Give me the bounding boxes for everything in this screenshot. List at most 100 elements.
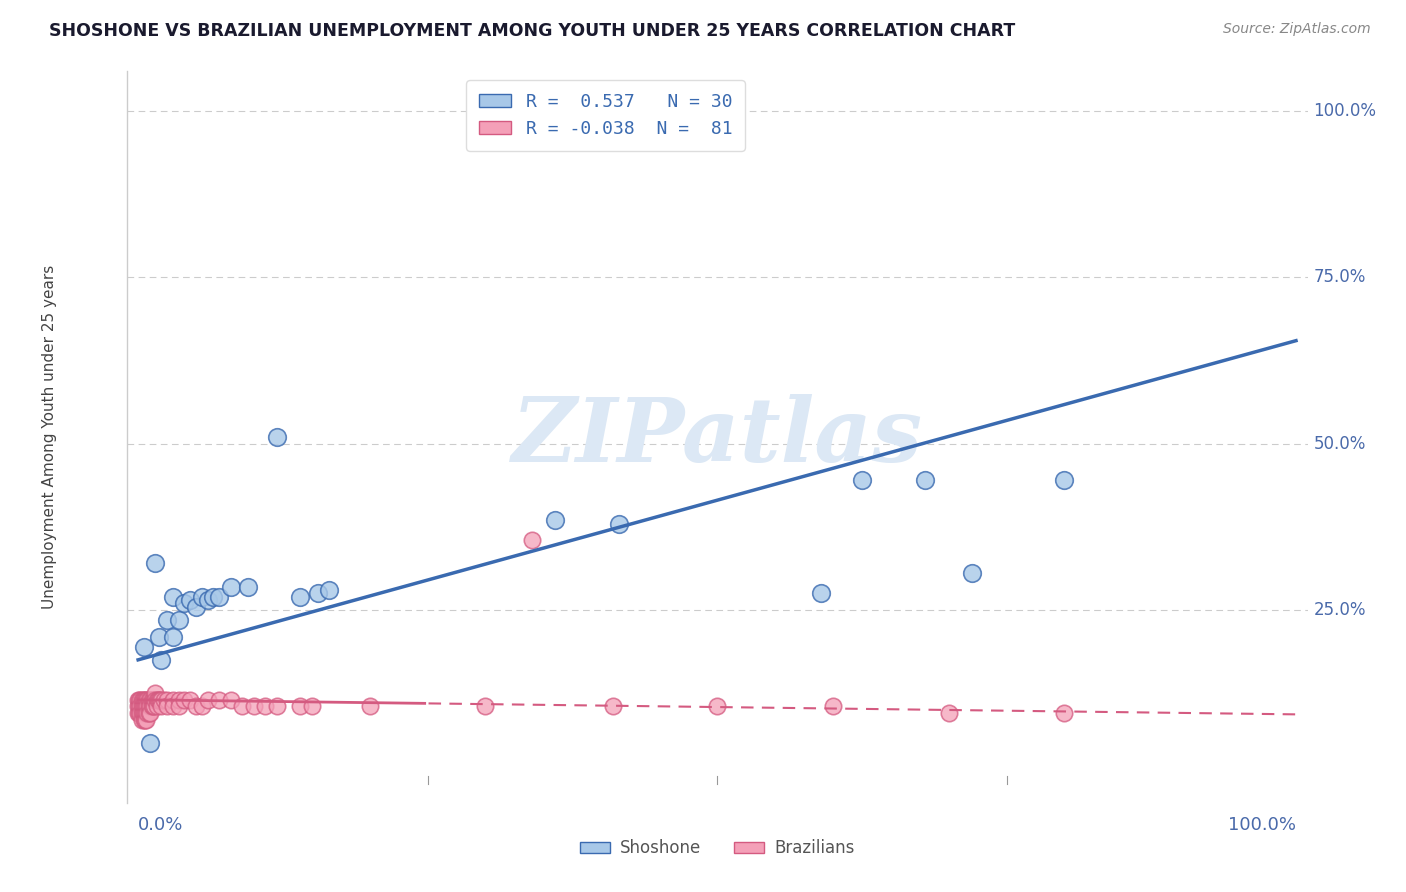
Point	[148, 630, 170, 644]
Point	[129, 692, 152, 706]
Point	[145, 692, 167, 706]
Point	[143, 699, 166, 714]
Text: 50.0%: 50.0%	[1313, 434, 1365, 453]
Point	[135, 713, 157, 727]
Point	[208, 692, 231, 706]
Point	[127, 699, 149, 714]
Text: SHOSHONE VS BRAZILIAN UNEMPLOYMENT AMONG YOUTH UNDER 25 YEARS CORRELATION CHART: SHOSHONE VS BRAZILIAN UNEMPLOYMENT AMONG…	[49, 22, 1015, 40]
Point	[208, 590, 231, 604]
Point	[132, 713, 155, 727]
Point	[143, 692, 166, 706]
Point	[145, 692, 167, 706]
Point	[138, 706, 160, 720]
Point	[550, 120, 572, 135]
Point	[131, 699, 153, 714]
Point	[607, 516, 630, 531]
Point	[179, 593, 201, 607]
Point	[162, 590, 184, 604]
Text: 25.0%: 25.0%	[1313, 601, 1365, 619]
Point	[129, 699, 152, 714]
Point	[474, 699, 496, 714]
Point	[810, 586, 832, 600]
Text: ZIPatlas: ZIPatlas	[512, 394, 922, 480]
Point	[138, 706, 160, 720]
Point	[167, 613, 190, 627]
Point	[135, 706, 157, 720]
Point	[167, 692, 190, 706]
Legend: Shoshone, Brazilians: Shoshone, Brazilians	[572, 832, 862, 864]
Point	[254, 699, 277, 714]
Point	[152, 692, 174, 706]
Text: 100.0%: 100.0%	[1313, 103, 1376, 120]
Point	[290, 590, 312, 604]
Point	[266, 430, 288, 444]
Point	[136, 699, 159, 714]
Point	[149, 692, 172, 706]
Point	[960, 566, 983, 581]
Point	[290, 699, 312, 714]
Point	[127, 706, 149, 720]
Point	[184, 599, 207, 614]
Point	[184, 699, 207, 714]
Point	[145, 686, 167, 700]
Point	[851, 473, 873, 487]
Point	[219, 692, 242, 706]
Point	[307, 586, 329, 600]
Point	[266, 699, 288, 714]
Point	[136, 706, 159, 720]
Point	[197, 692, 219, 706]
Point	[156, 692, 179, 706]
Point	[1053, 706, 1076, 720]
Point	[145, 557, 167, 571]
Point	[128, 699, 150, 714]
Point	[138, 736, 160, 750]
Point	[134, 713, 156, 727]
Point	[706, 699, 728, 714]
Point	[136, 692, 159, 706]
Point	[544, 513, 567, 527]
Point	[131, 692, 153, 706]
Point	[135, 699, 157, 714]
Point	[146, 692, 169, 706]
Point	[138, 692, 160, 706]
Point	[132, 699, 155, 714]
Point	[145, 699, 167, 714]
Point	[243, 699, 266, 714]
Point	[156, 613, 179, 627]
Point	[132, 640, 155, 654]
Point	[142, 692, 165, 706]
Point	[173, 692, 195, 706]
Point	[135, 692, 157, 706]
Text: 75.0%: 75.0%	[1313, 268, 1365, 286]
Point	[173, 596, 195, 610]
Point	[128, 706, 150, 720]
Point	[132, 706, 155, 720]
Point	[142, 699, 165, 714]
Point	[231, 699, 253, 714]
Point	[150, 699, 173, 714]
Point	[162, 692, 184, 706]
Point	[197, 593, 219, 607]
Point	[132, 692, 155, 706]
Point	[128, 692, 150, 706]
Point	[301, 699, 323, 714]
Point	[150, 692, 173, 706]
Point	[162, 699, 184, 714]
Point	[219, 580, 242, 594]
Point	[179, 692, 201, 706]
Point	[134, 706, 156, 720]
Point	[191, 590, 214, 604]
Point	[914, 473, 936, 487]
Point	[202, 590, 225, 604]
Point	[141, 699, 163, 714]
Text: Unemployment Among Youth under 25 years: Unemployment Among Youth under 25 years	[42, 265, 58, 609]
Point	[132, 699, 155, 714]
Point	[148, 692, 170, 706]
Point	[134, 692, 156, 706]
Point	[131, 713, 153, 727]
Point	[520, 533, 543, 548]
Text: 0.0%: 0.0%	[138, 816, 184, 834]
Point	[138, 699, 160, 714]
Point	[191, 699, 214, 714]
Point	[129, 706, 152, 720]
